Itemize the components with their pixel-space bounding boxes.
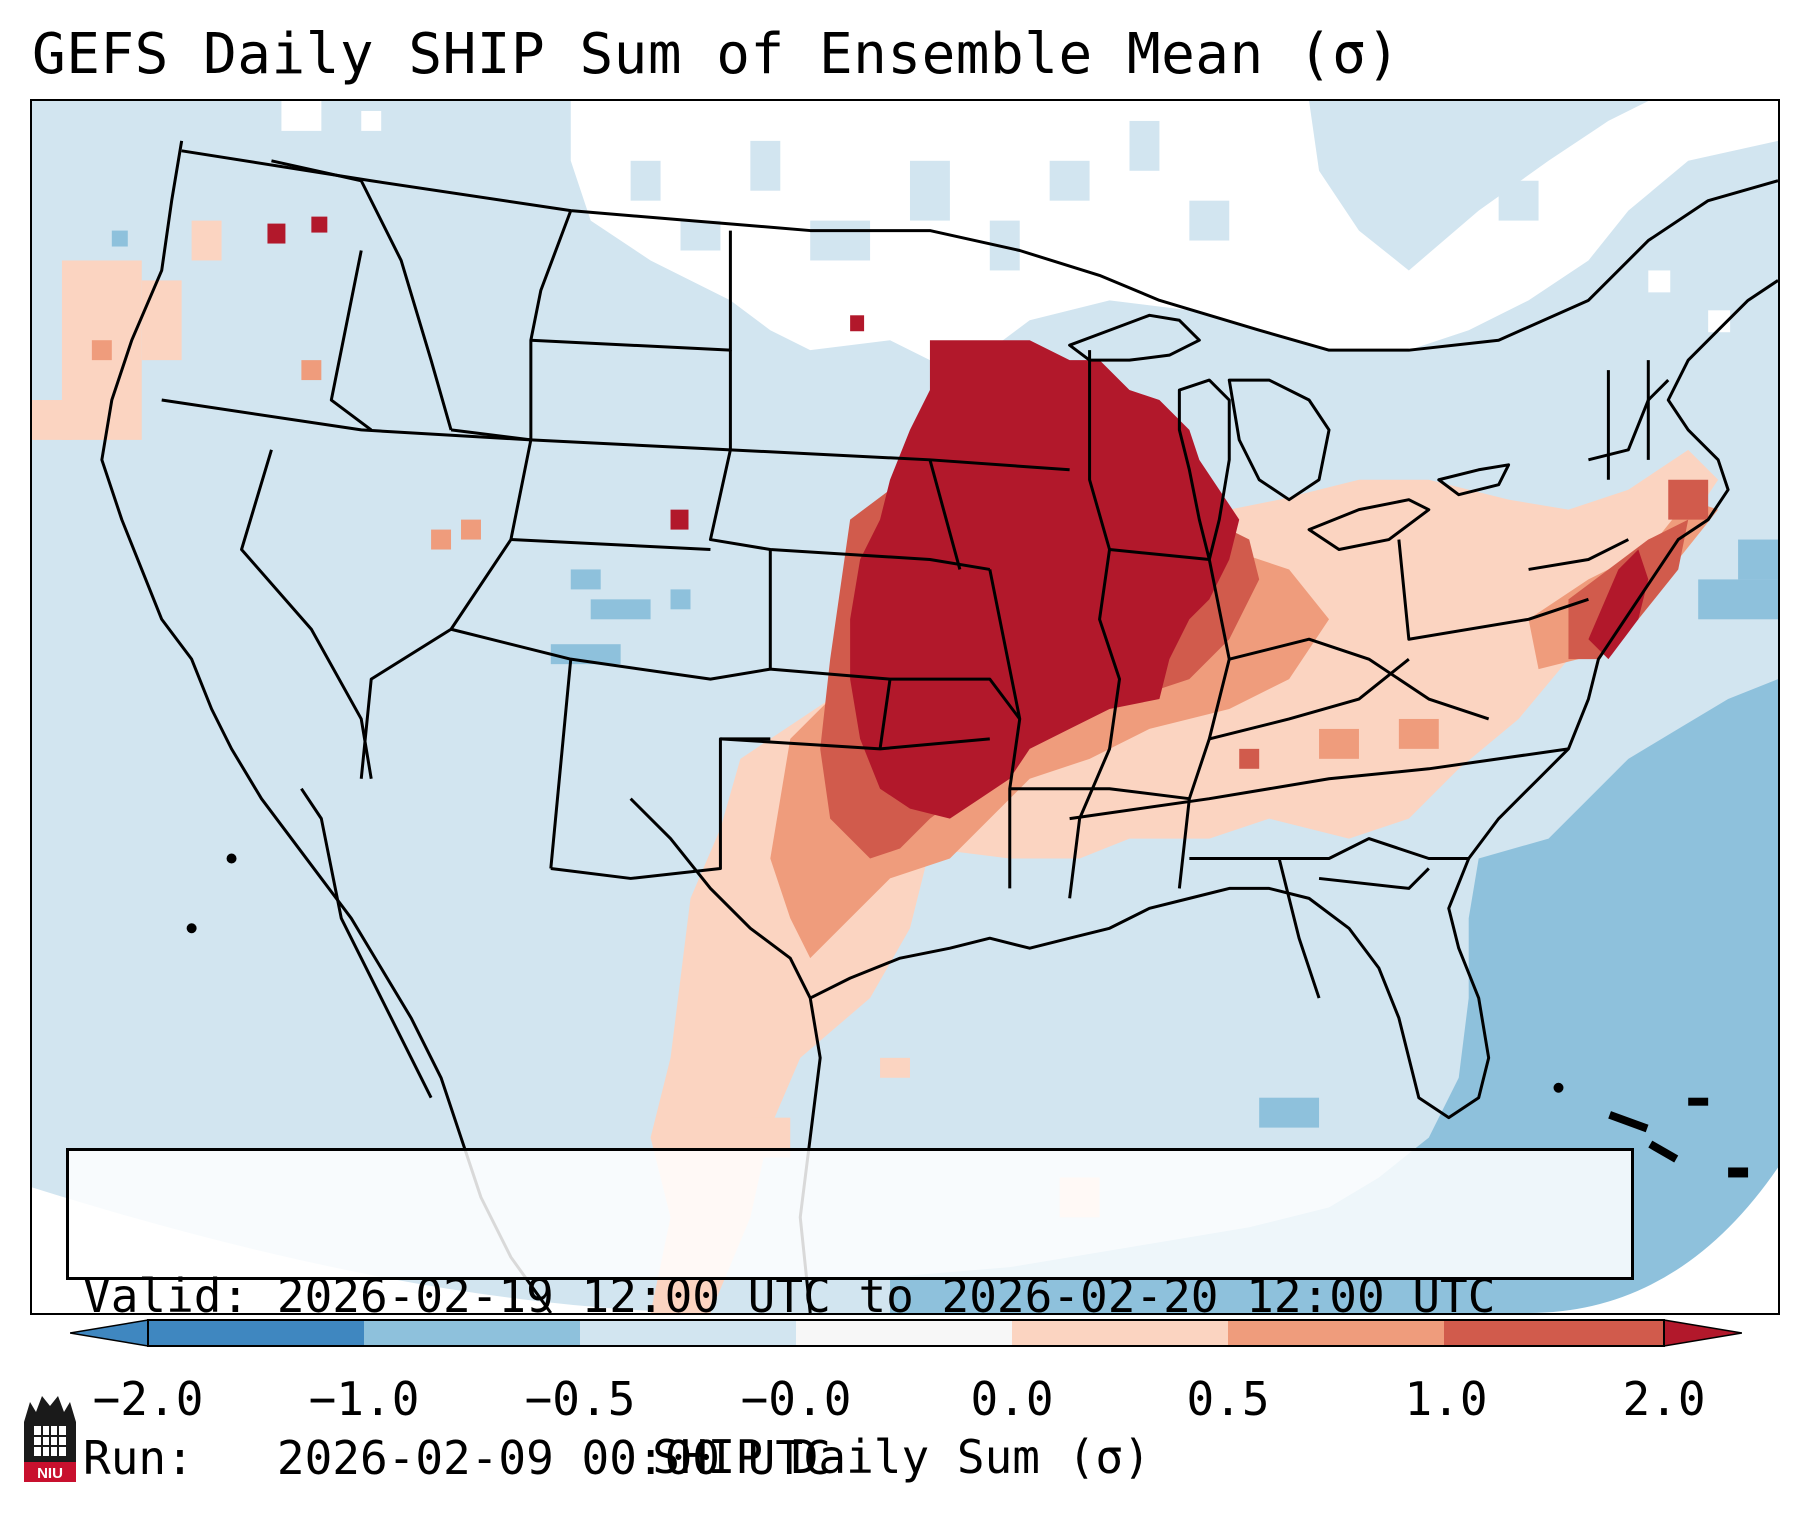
colorbar-ticks: −2.0 −1.0 −0.5 −0.0 0.0 0.5 1.0 2.0	[0, 1372, 1803, 1432]
colorbar-label: SHIP Daily Sum (σ)	[652, 1430, 1151, 1484]
colorbar-segment	[364, 1320, 580, 1346]
colorbar-tick: 0.5	[1186, 1372, 1270, 1426]
run-line: Run: 2026-02-09 00:00 UTC	[83, 1431, 1617, 1485]
colorbar-segment	[148, 1320, 364, 1346]
colorbar-segment	[1012, 1320, 1228, 1346]
projection-edge-left	[32, 1187, 731, 1313]
colorbar-segment	[1228, 1320, 1444, 1346]
colorbar	[70, 1319, 1742, 1347]
colorbar-segment	[580, 1320, 796, 1346]
colorbar-tick: −0.0	[740, 1372, 852, 1426]
colorbar-tick: 2.0	[1622, 1372, 1706, 1426]
map-panel	[30, 99, 1780, 1315]
chart-title: GEFS Daily SHIP Sum of Ensemble Mean (σ)	[32, 22, 1401, 87]
valid-line: Valid: 2026-02-19 12:00 UTC to 2026-02-2…	[83, 1269, 1617, 1323]
blue-speckle	[630, 120, 1539, 271]
map-svg	[32, 101, 1778, 1313]
colorbar-segment	[1444, 1320, 1664, 1346]
colorbar-tick: −2.0	[92, 1372, 204, 1426]
colorbar-tick: −1.0	[308, 1372, 420, 1426]
niu-logo-icon: NIU	[24, 1396, 76, 1482]
islands	[186, 853, 1749, 1178]
logo-text: NIU	[37, 1465, 63, 1482]
colorbar-extend-low	[70, 1319, 149, 1347]
colorbar-tick: 0.0	[970, 1372, 1054, 1426]
valid-value: 2026-02-19 12:00 UTC to 2026-02-20 12:00…	[276, 1269, 1496, 1323]
colorbar-tick: 1.0	[1404, 1372, 1488, 1426]
run-value: 2026-02-09 00:00 UTC	[276, 1431, 831, 1485]
valid-label: Valid:	[83, 1269, 250, 1323]
colorbar-outline	[147, 1319, 1665, 1347]
validity-info-box: Valid: 2026-02-19 12:00 UTC to 2026-02-2…	[66, 1148, 1634, 1485]
run-label: Run:	[83, 1431, 194, 1485]
colorbar-extend-high	[1663, 1319, 1742, 1347]
colorbar-segment	[796, 1320, 1012, 1346]
neutral-region	[281, 101, 1778, 361]
projection-edge-right	[1528, 1167, 1778, 1313]
colorbar-tick: −0.5	[524, 1372, 636, 1426]
